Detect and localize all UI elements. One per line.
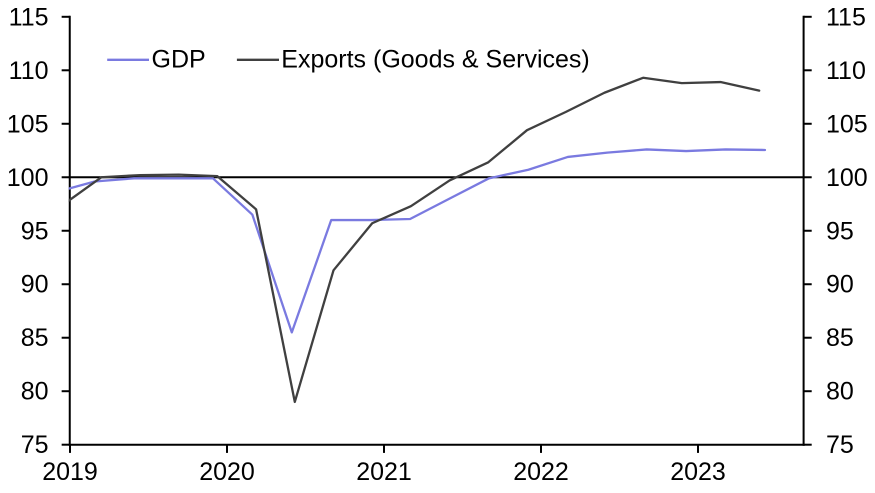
svg-text:100: 100	[826, 164, 868, 192]
svg-text:2020: 2020	[199, 458, 255, 486]
svg-text:110: 110	[9, 57, 49, 85]
svg-text:80: 80	[826, 378, 854, 406]
svg-text:85: 85	[826, 324, 854, 352]
svg-text:115: 115	[9, 3, 49, 31]
svg-text:Exports (Goods & Services): Exports (Goods & Services)	[281, 46, 589, 74]
svg-text:90: 90	[826, 271, 854, 299]
svg-text:75: 75	[826, 431, 854, 459]
svg-text:95: 95	[826, 217, 854, 245]
svg-text:2022: 2022	[513, 458, 569, 486]
svg-text:80: 80	[21, 378, 49, 406]
svg-text:105: 105	[826, 110, 868, 138]
svg-text:90: 90	[21, 271, 49, 299]
svg-text:2023: 2023	[670, 458, 726, 486]
svg-text:75: 75	[21, 431, 49, 459]
svg-text:115: 115	[826, 3, 866, 31]
svg-text:110: 110	[826, 57, 866, 85]
svg-text:85: 85	[21, 324, 49, 352]
svg-text:GDP: GDP	[152, 46, 206, 74]
svg-text:105: 105	[7, 110, 49, 138]
svg-text:95: 95	[21, 217, 49, 245]
svg-text:2021: 2021	[356, 458, 412, 486]
svg-text:100: 100	[7, 164, 49, 192]
svg-text:2019: 2019	[42, 458, 98, 486]
